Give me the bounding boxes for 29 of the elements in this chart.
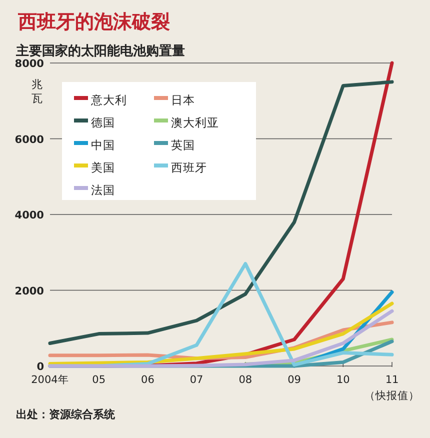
y-tick-label: 0 xyxy=(36,361,44,373)
legend-label: 西班牙 xyxy=(171,160,207,174)
legend-label: 法国 xyxy=(91,183,115,197)
x-tick-label: 06 xyxy=(141,374,155,386)
chart-subtitle: 主要国家的太阳能电池购置量 xyxy=(15,43,185,59)
legend-label: 中国 xyxy=(91,138,115,152)
x-tick-label: 05 xyxy=(92,374,106,386)
y-tick-label: 2000 xyxy=(14,285,44,298)
legend-label: 日本 xyxy=(171,93,195,107)
y-axis-title: 兆瓦 xyxy=(32,78,42,105)
x-tick-label: 09 xyxy=(288,374,301,386)
legend-label: 德国 xyxy=(91,116,115,130)
line-series xyxy=(48,309,394,368)
y-tick-label: 8000 xyxy=(14,58,44,70)
x-tick-label: 08 xyxy=(238,374,252,386)
text: （快报值） xyxy=(364,389,420,402)
x-tick-label: 2004年 xyxy=(31,374,69,386)
text: 出处：资源综合系统 xyxy=(16,408,116,421)
chart-title: 西班牙的泡沫破裂 xyxy=(17,11,170,33)
legend-label: 美国 xyxy=(91,160,115,174)
y-tick-label: 4000 xyxy=(14,210,44,222)
y-tick-label: 6000 xyxy=(14,134,44,146)
x-tick-label: 10 xyxy=(336,374,350,386)
legend-label: 澳大利亚 xyxy=(171,116,219,130)
x-tick-label: 07 xyxy=(190,374,204,386)
x-tick-label: 11 xyxy=(385,374,399,386)
line-series xyxy=(48,302,394,366)
legend-label: 意大利 xyxy=(90,93,127,107)
legend-label: 英国 xyxy=(171,138,195,152)
